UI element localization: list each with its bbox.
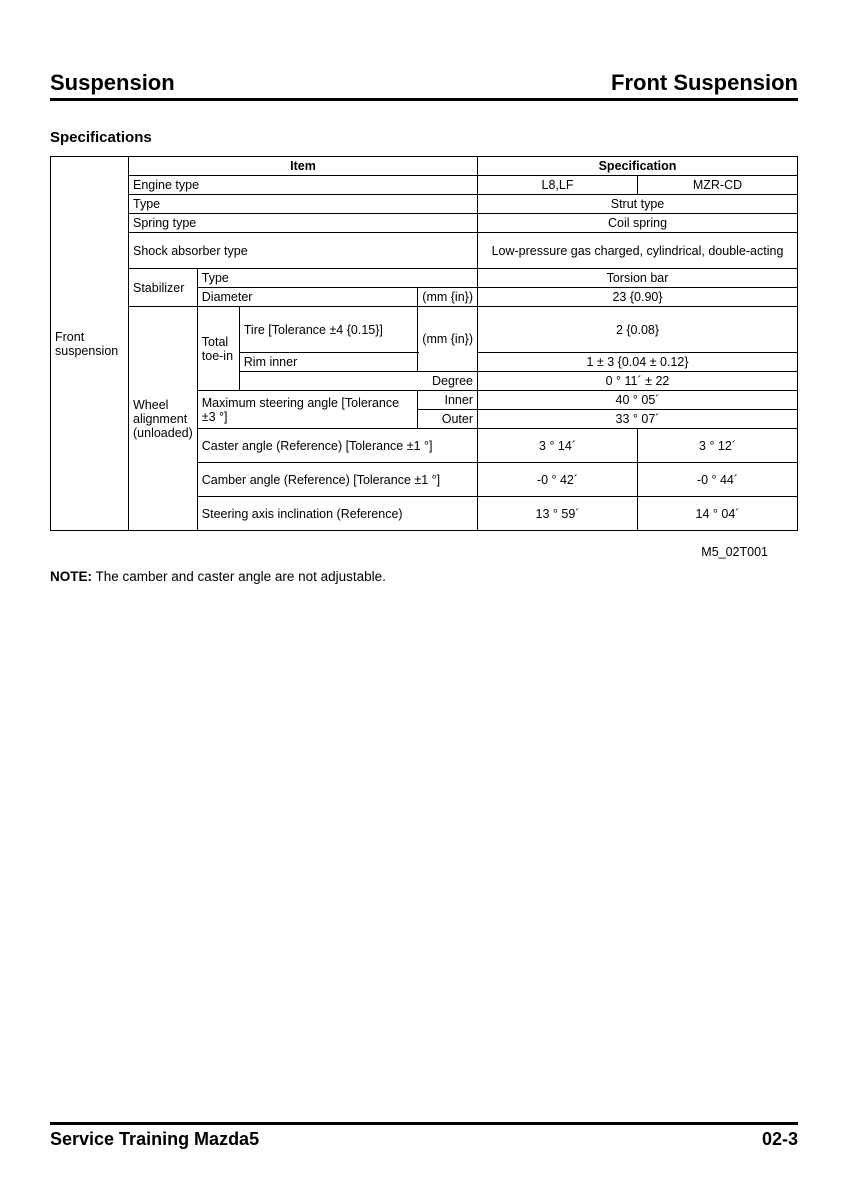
table-row: Shock absorber type Low-pressure gas cha… bbox=[51, 233, 798, 269]
figure-reference: M5_02T001 bbox=[50, 545, 798, 559]
cell-label: Degree bbox=[239, 372, 477, 391]
footer-left: Service Training Mazda5 bbox=[50, 1129, 259, 1150]
col-spec-header: Specification bbox=[478, 157, 798, 176]
cell-value: 0 ° 11´ ± 22 bbox=[478, 372, 798, 391]
footer-right: 02-3 bbox=[762, 1129, 798, 1150]
cell-unit: (mm {in}) bbox=[418, 288, 478, 307]
cell-value: Coil spring bbox=[478, 214, 798, 233]
cell-label: Shock absorber type bbox=[129, 233, 478, 269]
col-item-header: Item bbox=[129, 157, 478, 176]
table-row: Type Strut type bbox=[51, 195, 798, 214]
cell-unit: (mm {in}) bbox=[418, 307, 478, 372]
cell-label: Total toe-in bbox=[197, 307, 239, 391]
table-row: Stabilizer Type Torsion bar bbox=[51, 269, 798, 288]
header-left: Suspension bbox=[50, 70, 175, 96]
table-row: Wheel alignment (unloaded) Total toe-in … bbox=[51, 307, 798, 353]
cell-value: MZR-CD bbox=[638, 176, 798, 195]
cell-value: 23 {0.90} bbox=[478, 288, 798, 307]
spec-table: Front suspension Item Specification Engi… bbox=[50, 156, 798, 531]
page-header: Suspension Front Suspension bbox=[50, 70, 798, 101]
cell-label: Rim inner bbox=[239, 353, 417, 372]
cell-value: 13 ° 59´ bbox=[478, 497, 638, 531]
table-row: Engine type L8,LF MZR-CD bbox=[51, 176, 798, 195]
cell-label: Type bbox=[197, 269, 477, 288]
cell-value: 14 ° 04´ bbox=[638, 497, 798, 531]
cell-value: -0 ° 44´ bbox=[638, 463, 798, 497]
cell-label: Outer bbox=[418, 410, 478, 429]
cell-label: Wheel alignment (unloaded) bbox=[129, 307, 198, 531]
cell-label: Tire [Tolerance ±4 {0.15}] bbox=[239, 307, 417, 353]
cell-label: Engine type bbox=[129, 176, 478, 195]
cell-label: Inner bbox=[418, 391, 478, 410]
page: Suspension Front Suspension Specificatio… bbox=[0, 0, 848, 1200]
cell-value: -0 ° 42´ bbox=[478, 463, 638, 497]
cell-label: Type bbox=[129, 195, 478, 214]
cell-label: Spring type bbox=[129, 214, 478, 233]
note-text: The camber and caster angle are not adju… bbox=[92, 569, 386, 584]
page-footer: Service Training Mazda5 02-3 bbox=[50, 1122, 798, 1150]
cell-label: Caster angle (Reference) [Tolerance ±1 °… bbox=[197, 429, 477, 463]
table-row: Spring type Coil spring bbox=[51, 214, 798, 233]
cell-label: Maximum steering angle [Tolerance ±3 °] bbox=[197, 391, 417, 429]
cell-label: Steering axis inclination (Reference) bbox=[197, 497, 477, 531]
cell-value: L8,LF bbox=[478, 176, 638, 195]
cell-value: Low-pressure gas charged, cylindrical, d… bbox=[478, 233, 798, 269]
cell-value: Strut type bbox=[478, 195, 798, 214]
cell-value: Torsion bar bbox=[478, 269, 798, 288]
cell-label: Stabilizer bbox=[129, 269, 198, 307]
row-group-label: Front suspension bbox=[51, 157, 129, 531]
cell-value: 33 ° 07´ bbox=[478, 410, 798, 429]
table-row: Front suspension Item Specification bbox=[51, 157, 798, 176]
header-right: Front Suspension bbox=[611, 70, 798, 96]
note-label: NOTE: bbox=[50, 569, 92, 584]
cell-label: Camber angle (Reference) [Tolerance ±1 °… bbox=[197, 463, 477, 497]
cell-value: 3 ° 14´ bbox=[478, 429, 638, 463]
cell-value: 2 {0.08} bbox=[478, 307, 798, 353]
cell-value: 1 ± 3 {0.04 ± 0.12} bbox=[478, 353, 798, 372]
section-title: Specifications bbox=[50, 129, 798, 146]
cell-value: 40 ° 05´ bbox=[478, 391, 798, 410]
note: NOTE: The camber and caster angle are no… bbox=[50, 569, 798, 584]
cell-value: 3 ° 12´ bbox=[638, 429, 798, 463]
cell-label: Diameter bbox=[197, 288, 417, 307]
